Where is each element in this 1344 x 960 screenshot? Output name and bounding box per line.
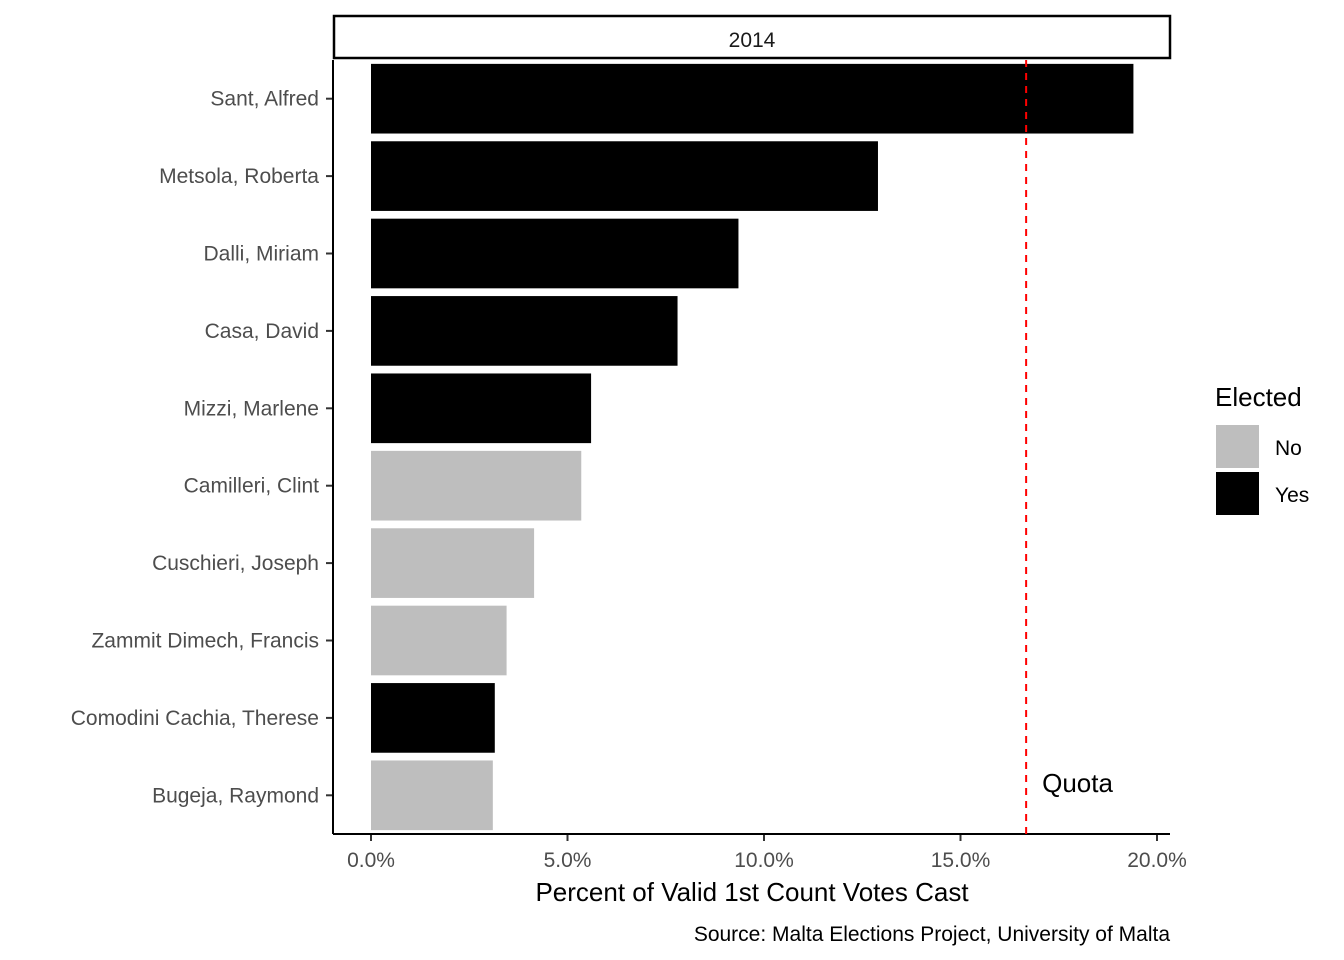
x-axis-labels: 0.0% 5.0% 10.0% 15.0% 20.0% — [347, 849, 1187, 872]
bar-2 — [371, 218, 739, 289]
legend-swatch-yes — [1216, 472, 1259, 515]
caption: Source: Malta Elections Project, Univers… — [694, 923, 1171, 946]
y-tick-label: Bugeja, Raymond — [152, 784, 319, 807]
y-tick-label: Mizzi, Marlene — [184, 397, 319, 420]
facet-strip: 2014 — [332, 14, 1172, 60]
y-tick-label: Dalli, Miriam — [204, 243, 320, 266]
legend: Elected No Yes — [1215, 382, 1309, 515]
y-tick-label: Casa, David — [205, 320, 319, 343]
x-tick-label: 0.0% — [347, 849, 395, 872]
y-tick-label: Camilleri, Clint — [184, 475, 320, 498]
y-tick-label: Comodini Cachia, Therese — [71, 707, 319, 730]
facet-label: 2014 — [729, 29, 776, 52]
x-tick-label: 15.0% — [931, 849, 991, 872]
legend-swatch-no — [1216, 425, 1259, 468]
bar-4 — [371, 373, 592, 444]
x-tick-label: 10.0% — [734, 849, 794, 872]
bar-9 — [371, 760, 493, 831]
bar-3 — [371, 296, 678, 366]
y-tick-label: Sant, Alfred — [210, 88, 319, 111]
quota-annotation: Quota — [1042, 768, 1113, 798]
x-axis-title: Percent of Valid 1st Count Votes Cast — [535, 877, 969, 907]
y-axis-ticks — [326, 97, 333, 797]
bar-8 — [371, 683, 495, 753]
y-tick-label: Metsola, Roberta — [159, 165, 319, 188]
x-axis-ticks — [370, 834, 1158, 841]
bar-0 — [371, 63, 1134, 134]
bars — [371, 63, 1134, 831]
y-tick-label: Zammit Dimech, Francis — [91, 630, 319, 653]
legend-title: Elected — [1215, 382, 1302, 412]
legend-label-no: No — [1275, 437, 1302, 460]
x-tick-label: 20.0% — [1127, 849, 1187, 872]
bar-5 — [371, 450, 582, 521]
y-tick-label: Cuschieri, Joseph — [152, 552, 319, 575]
legend-label-yes: Yes — [1275, 484, 1309, 507]
bar-7 — [371, 605, 507, 676]
y-axis-labels: Sant, Alfred Metsola, Roberta Dalli, Miria… — [71, 88, 320, 808]
bar-6 — [371, 528, 535, 598]
bar-1 — [371, 141, 878, 211]
x-tick-label: 5.0% — [544, 849, 592, 872]
